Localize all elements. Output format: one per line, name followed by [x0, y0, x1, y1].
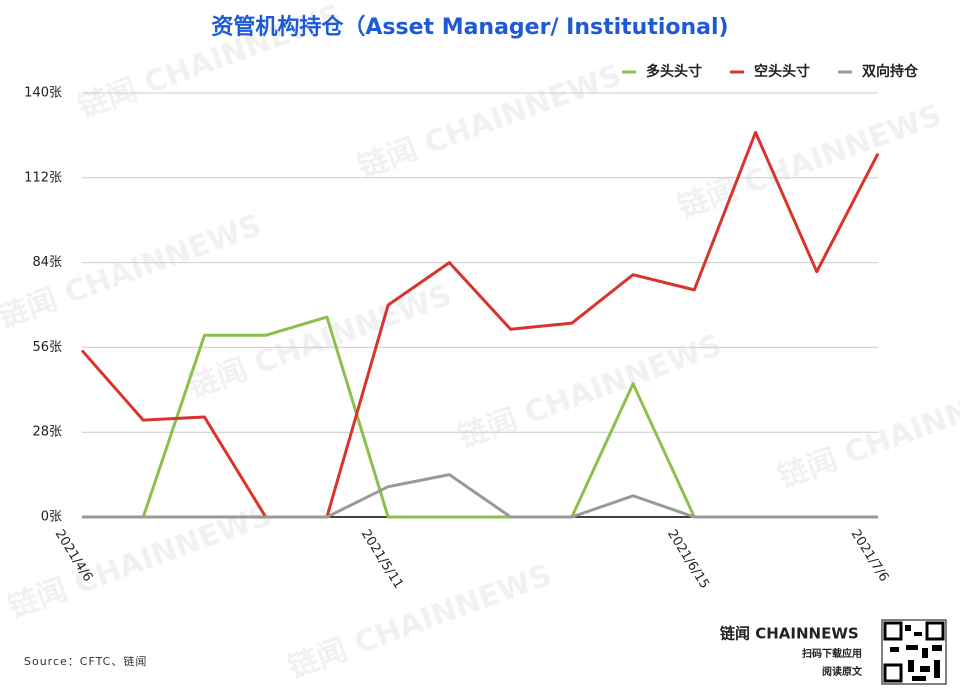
y-tick-label: 56张: [32, 340, 62, 355]
brand: 链闻 CHAINNEWS: [720, 625, 859, 643]
x-tick-label: 2021/7/6: [848, 527, 892, 584]
y-tick-label: 84张: [32, 255, 62, 270]
legend-label: 多头头寸: [646, 63, 702, 80]
brand-line: 扫码下载应用: [802, 647, 862, 660]
legend-label: 空头头寸: [754, 63, 810, 80]
x-tick-label: 2021/5/11: [358, 527, 406, 591]
watermark: 链闻 CHAINNEWS: [284, 558, 557, 686]
series-line: [82, 473, 878, 519]
legend-label: 双向持仓: [862, 63, 919, 80]
source: Source：CFTC、链闻: [24, 654, 147, 668]
chart-title: 资管机构持仓（Asset Manager/ Institutional): [211, 14, 728, 40]
watermark: 链闻 CHAINNEWS: [354, 58, 627, 186]
x-tick-label: 2021/6/15: [664, 527, 712, 591]
brand-line: 阅读原文: [822, 665, 863, 678]
series-line: [80, 130, 880, 519]
qr-code: [881, 619, 947, 685]
y-tick-label: 0张: [41, 510, 62, 525]
y-tick-label: 140张: [24, 86, 62, 101]
watermark: 链闻 CHAINNEWS: [0, 208, 266, 336]
watermark: 链闻 CHAINNEWS: [774, 368, 960, 496]
y-tick-label: 112张: [24, 170, 62, 185]
y-tick-label: 28张: [32, 425, 62, 440]
watermark: 链闻 CHAINNEWS: [184, 278, 457, 406]
watermark: 链闻 CHAINNEWS: [674, 98, 947, 226]
